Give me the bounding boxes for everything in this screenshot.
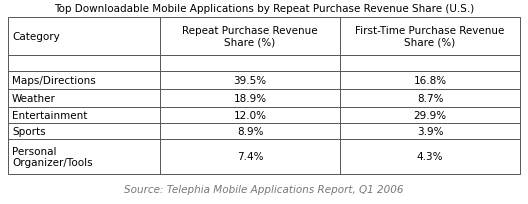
Text: Category: Category bbox=[12, 32, 60, 42]
Text: Weather: Weather bbox=[12, 94, 56, 103]
Text: 7.4%: 7.4% bbox=[237, 152, 263, 162]
Text: First-Time Purchase Revenue
Share (%): First-Time Purchase Revenue Share (%) bbox=[355, 26, 505, 48]
Text: 18.9%: 18.9% bbox=[233, 94, 267, 103]
Text: Top Downloadable Mobile Applications by Repeat Purchase Revenue Share (U.S.): Top Downloadable Mobile Applications by … bbox=[54, 4, 474, 14]
Text: Maps/Directions: Maps/Directions bbox=[12, 76, 96, 86]
Text: Entertainment: Entertainment bbox=[12, 110, 87, 120]
Text: Sports: Sports bbox=[12, 126, 45, 136]
Text: 12.0%: 12.0% bbox=[233, 110, 267, 120]
Text: 16.8%: 16.8% bbox=[413, 76, 447, 86]
Text: 3.9%: 3.9% bbox=[417, 126, 443, 136]
Text: 39.5%: 39.5% bbox=[233, 76, 267, 86]
Text: 29.9%: 29.9% bbox=[413, 110, 447, 120]
Text: Repeat Purchase Revenue
Share (%): Repeat Purchase Revenue Share (%) bbox=[182, 26, 318, 48]
Text: Source: Telephia Mobile Applications Report, Q1 2006: Source: Telephia Mobile Applications Rep… bbox=[124, 184, 404, 194]
Text: 4.3%: 4.3% bbox=[417, 152, 443, 162]
Text: 8.7%: 8.7% bbox=[417, 94, 443, 103]
Text: Personal
Organizer/Tools: Personal Organizer/Tools bbox=[12, 146, 92, 167]
Bar bbox=[8, 18, 520, 174]
Text: 8.9%: 8.9% bbox=[237, 126, 263, 136]
